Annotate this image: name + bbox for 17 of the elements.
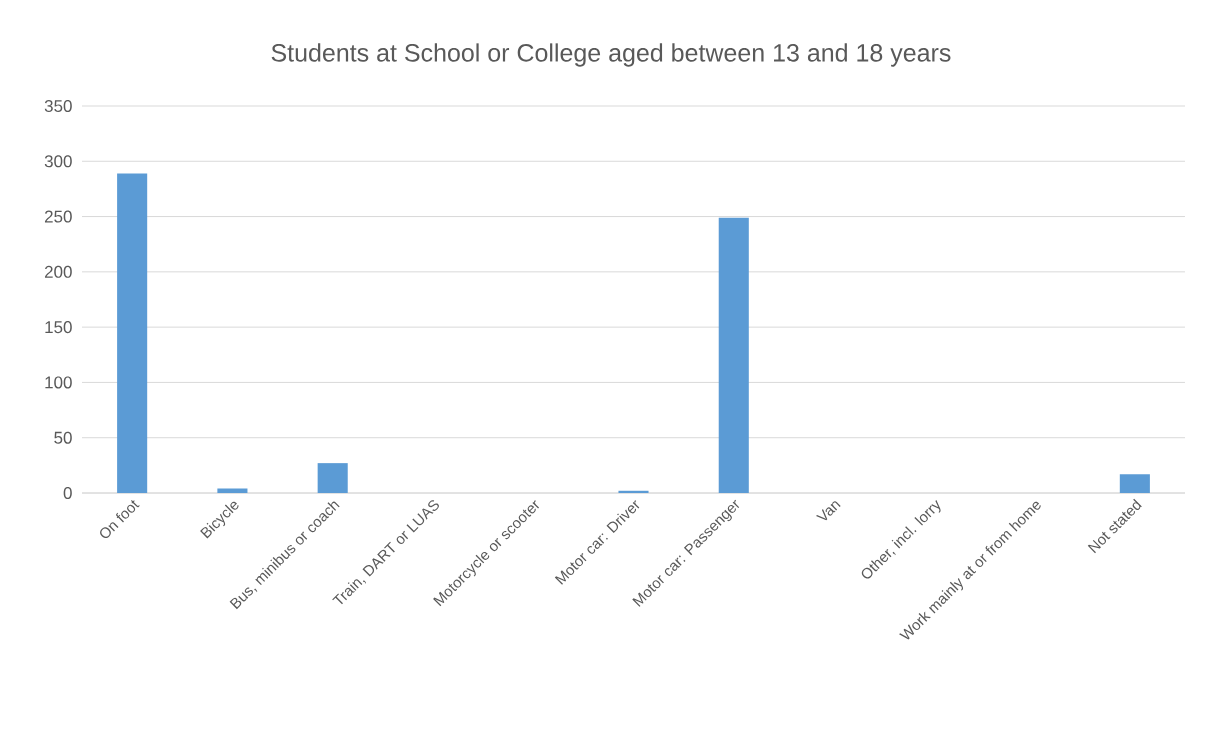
y-tick-label: 200 <box>44 265 72 278</box>
bar <box>1119 474 1150 493</box>
y-tick-label: 150 <box>45 321 72 334</box>
chart-title: Students at School or College aged between 13 and 18 years <box>271 43 951 67</box>
y-tick-label: 100 <box>45 376 72 389</box>
x-tick-label: On foot <box>100 500 140 539</box>
y-tick-label: 250 <box>44 210 72 223</box>
x-tick-label: Van <box>816 501 841 521</box>
bar <box>317 463 348 493</box>
bar <box>217 488 248 493</box>
bar <box>718 217 749 493</box>
y-tick-label: 350 <box>44 99 72 113</box>
y-tick-label: 0 <box>63 486 72 500</box>
bar <box>117 173 148 493</box>
bar <box>618 490 649 493</box>
y-tick-label: 300 <box>44 155 72 168</box>
y-tick-label: 50 <box>54 431 72 444</box>
